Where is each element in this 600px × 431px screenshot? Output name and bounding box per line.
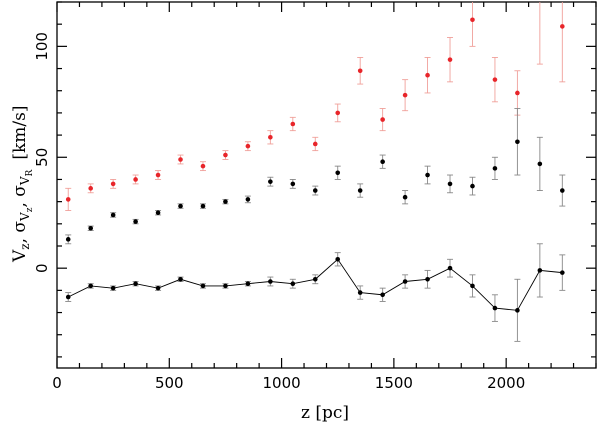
data-point xyxy=(425,72,430,78)
data-point xyxy=(537,268,543,273)
y-label-v: V xyxy=(10,249,30,263)
data-point xyxy=(447,265,453,271)
data-point xyxy=(178,203,183,209)
data-point xyxy=(447,181,453,187)
svg-text:Vz, σVz, σVR[km/s]: Vz, σVz, σVR[km/s] xyxy=(10,106,35,263)
data-point xyxy=(560,188,565,193)
data-point xyxy=(110,285,116,291)
y-label-subsub-z: z xyxy=(25,207,35,212)
series-layer xyxy=(65,2,566,342)
data-point xyxy=(133,177,138,182)
x-tick-label: 1500 xyxy=(375,374,413,392)
data-point xyxy=(470,283,475,289)
data-point xyxy=(402,279,408,284)
data-point xyxy=(335,170,341,176)
data-point xyxy=(200,203,206,209)
data-point xyxy=(335,257,341,262)
data-point xyxy=(88,283,93,289)
data-point xyxy=(65,197,71,202)
data-point xyxy=(380,292,385,298)
y-label-unit: [km/s] xyxy=(10,106,30,160)
data-point xyxy=(492,305,498,311)
y-axis-label: Vz, σVz, σVR[km/s] xyxy=(10,106,35,263)
data-point xyxy=(425,276,430,282)
plot-frame xyxy=(56,1,597,369)
data-point xyxy=(515,308,520,313)
data-point xyxy=(178,157,183,162)
data-point xyxy=(537,161,543,167)
data-point xyxy=(178,276,183,282)
series-group xyxy=(65,108,566,245)
y-tick-label: 100 xyxy=(33,32,51,61)
ticks-layer: 0 500 1000 1500 2000 0 50 100 xyxy=(33,1,597,392)
x-axis-label: z [pc] xyxy=(301,403,349,423)
data-point xyxy=(560,24,565,29)
data-point xyxy=(110,181,116,187)
data-point xyxy=(110,212,116,218)
data-point xyxy=(290,281,296,287)
y-label-sep1: , xyxy=(10,233,30,244)
data-point xyxy=(290,181,296,187)
data-point xyxy=(515,90,520,96)
data-point xyxy=(200,163,206,169)
data-point xyxy=(290,121,296,127)
series-line xyxy=(68,258,563,311)
y-tick-label: 50 xyxy=(33,148,51,167)
data-point xyxy=(223,283,228,289)
data-point xyxy=(492,166,498,171)
data-point xyxy=(380,159,385,165)
y-label-sub-v2: V xyxy=(18,176,32,186)
data-point xyxy=(223,199,228,204)
x-tick-label: 2000 xyxy=(487,374,525,392)
data-point xyxy=(380,117,385,122)
data-point xyxy=(312,188,318,193)
y-label-sigma-z: σ xyxy=(10,221,30,233)
data-point xyxy=(133,281,138,287)
data-point xyxy=(65,294,71,300)
data-point xyxy=(402,194,408,200)
data-point xyxy=(357,290,363,295)
data-point xyxy=(133,219,138,224)
data-point xyxy=(155,172,161,178)
data-point xyxy=(335,110,341,116)
y-label-sub-z: z xyxy=(18,243,32,249)
y-label-subsub-r: R xyxy=(25,169,35,176)
data-point xyxy=(560,270,565,275)
x-tick-label: 500 xyxy=(155,374,184,392)
data-point xyxy=(402,92,408,98)
x-tick-label: 1000 xyxy=(262,374,300,392)
data-point xyxy=(88,225,93,231)
y-tick-label: 0 xyxy=(33,263,51,273)
data-point xyxy=(245,281,251,287)
data-point xyxy=(200,283,206,289)
y-label-sep2: , xyxy=(10,197,30,208)
data-point xyxy=(245,197,251,202)
data-point xyxy=(357,188,363,193)
data-point xyxy=(268,279,273,284)
data-point xyxy=(268,179,273,184)
data-point xyxy=(357,68,363,74)
data-point xyxy=(223,152,228,158)
y-label-sub-v1: V xyxy=(18,212,32,222)
data-point xyxy=(155,210,161,216)
data-point xyxy=(65,237,71,242)
series-group xyxy=(65,243,566,342)
data-point xyxy=(155,285,161,291)
series-group xyxy=(65,2,566,211)
data-point xyxy=(312,276,318,282)
data-point xyxy=(245,143,251,149)
y-label-sigma-r: σ xyxy=(10,185,30,197)
x-tick-label: 0 xyxy=(52,374,62,392)
data-point xyxy=(515,139,520,145)
data-point xyxy=(447,57,453,62)
data-point xyxy=(470,17,475,23)
data-point xyxy=(88,186,93,191)
data-point xyxy=(425,172,430,178)
data-point xyxy=(312,141,318,147)
data-point xyxy=(492,77,498,82)
data-point xyxy=(268,135,273,140)
data-point xyxy=(470,183,475,189)
